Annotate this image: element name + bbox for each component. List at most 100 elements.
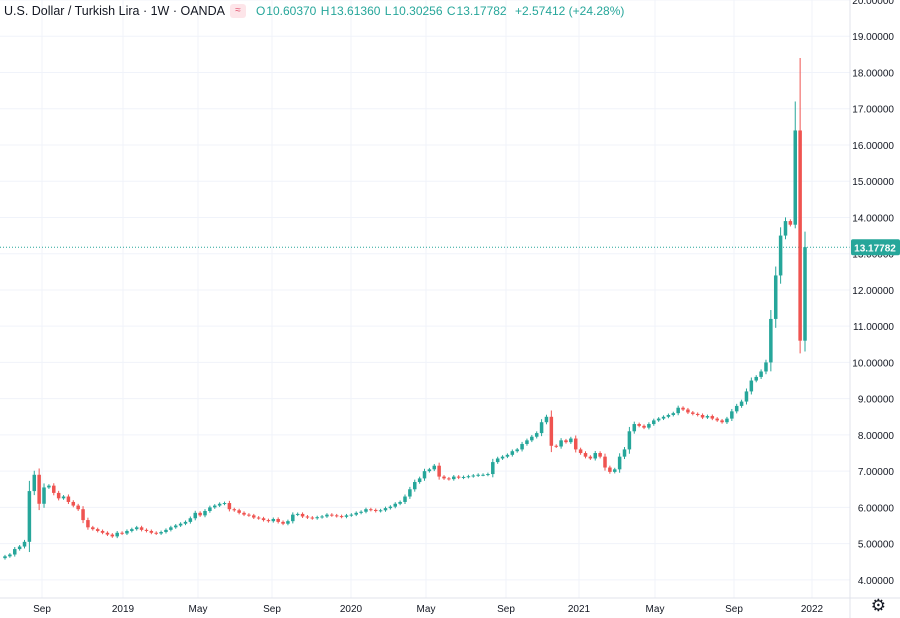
candle-body xyxy=(71,501,76,506)
candle-body xyxy=(252,515,256,518)
candle-body xyxy=(120,532,124,534)
candle-body xyxy=(442,476,446,479)
candle-body xyxy=(315,517,319,519)
candle-body xyxy=(149,530,154,533)
candle-body xyxy=(695,413,700,415)
candle-body xyxy=(417,478,422,483)
y-tick-label: 7.00000 xyxy=(858,467,895,478)
y-tick-label: 6.00000 xyxy=(858,503,895,514)
candle-body xyxy=(37,474,41,504)
candle-body xyxy=(661,416,666,419)
candle-body xyxy=(773,275,778,319)
y-tick-label: 5.00000 xyxy=(858,540,895,551)
candle-body xyxy=(466,476,471,478)
candle-body xyxy=(544,416,549,423)
candle-body xyxy=(256,517,261,519)
candle-body xyxy=(227,503,232,510)
candle-body xyxy=(578,449,583,454)
candle-body xyxy=(213,505,217,508)
x-tick-label: 2021 xyxy=(568,604,591,615)
candle-body xyxy=(130,529,134,531)
candle-body xyxy=(330,514,334,516)
candle-body xyxy=(139,527,144,530)
candle-body xyxy=(691,412,695,414)
candle-body xyxy=(398,501,402,504)
candle-body xyxy=(198,512,202,516)
candle-body xyxy=(637,424,641,426)
candle-body xyxy=(339,516,344,518)
candle-body xyxy=(759,371,763,377)
candle-body xyxy=(520,443,524,450)
candle-body xyxy=(86,520,90,528)
candle-body xyxy=(715,418,719,421)
candle-body xyxy=(549,416,554,446)
x-tick-label: Sep xyxy=(263,604,281,615)
candle-body xyxy=(334,515,339,517)
candle-body xyxy=(110,534,115,537)
candle-body xyxy=(369,509,373,511)
candle-body xyxy=(261,518,266,521)
candle-body xyxy=(364,509,368,512)
candle-body xyxy=(686,409,690,413)
candle-body xyxy=(456,476,461,478)
time-axis[interactable]: Sep 2019 May Sep 2020 May Sep 2021 May Sep 2022 xyxy=(0,597,900,615)
candle-body xyxy=(13,549,17,555)
candle-body xyxy=(491,462,495,475)
candle-body xyxy=(393,503,397,507)
candle-body xyxy=(608,467,612,472)
candle-body xyxy=(510,451,515,455)
candle-body xyxy=(603,456,607,468)
candle-body xyxy=(61,496,66,499)
candle-body xyxy=(598,453,602,457)
candle-body xyxy=(554,445,558,447)
y-tick-label: 17.00000 xyxy=(852,105,894,116)
candle-body xyxy=(378,510,383,512)
candle-body xyxy=(217,503,222,506)
candle-body xyxy=(159,532,163,534)
candle-body xyxy=(720,420,724,423)
candle-body xyxy=(505,454,510,457)
candle-body xyxy=(481,474,485,476)
candle-body xyxy=(730,411,734,419)
candle-body xyxy=(178,523,183,526)
candle-body xyxy=(32,474,37,492)
compare-icon[interactable]: ≈ xyxy=(229,4,246,18)
y-tick-label: 9.00000 xyxy=(858,395,895,406)
candle-body xyxy=(208,507,212,512)
candle-body xyxy=(305,516,310,518)
candle-body xyxy=(266,520,271,522)
candle-body xyxy=(739,401,744,406)
candle-body xyxy=(115,532,119,537)
gear-icon[interactable]: ⚙ xyxy=(870,596,886,615)
candle-body xyxy=(613,469,617,472)
y-tick-label: 12.00000 xyxy=(852,286,894,297)
candle-body xyxy=(769,318,773,363)
candle-body xyxy=(656,418,661,421)
x-tick-label: 2019 xyxy=(112,604,135,615)
candle-body xyxy=(500,456,505,459)
candle-body xyxy=(42,487,46,504)
y-tick-label: 10.00000 xyxy=(852,358,894,369)
candle-body xyxy=(47,485,51,488)
candle-body xyxy=(569,438,573,443)
candle-body xyxy=(105,532,110,535)
candle-body xyxy=(164,529,168,533)
candle-body xyxy=(300,513,305,517)
candle-body xyxy=(642,425,646,428)
candle-body xyxy=(627,431,632,450)
candle-body xyxy=(76,505,80,510)
candle-body xyxy=(193,512,197,519)
candle-body xyxy=(247,514,251,516)
candle-body xyxy=(764,362,768,372)
chart-legend: U.S. Dollar / Turkish Lira · 1W · OANDA … xyxy=(4,4,625,18)
price-axis[interactable]: 4.00000 5.00000 6.00000 7.00000 8.00000 9.000… xyxy=(849,0,895,618)
candle-body xyxy=(154,532,158,534)
candle-body xyxy=(354,512,358,515)
x-tick-label: May xyxy=(189,604,208,615)
symbol-title[interactable]: U.S. Dollar / Turkish Lira · 1W · OANDA xyxy=(4,4,225,18)
ohlc-values: O10.60370 H13.61360 L10.30256 C13.17782 … xyxy=(255,4,625,18)
candle-body xyxy=(242,512,246,515)
candle-body xyxy=(783,221,788,236)
candle-body xyxy=(276,518,280,522)
